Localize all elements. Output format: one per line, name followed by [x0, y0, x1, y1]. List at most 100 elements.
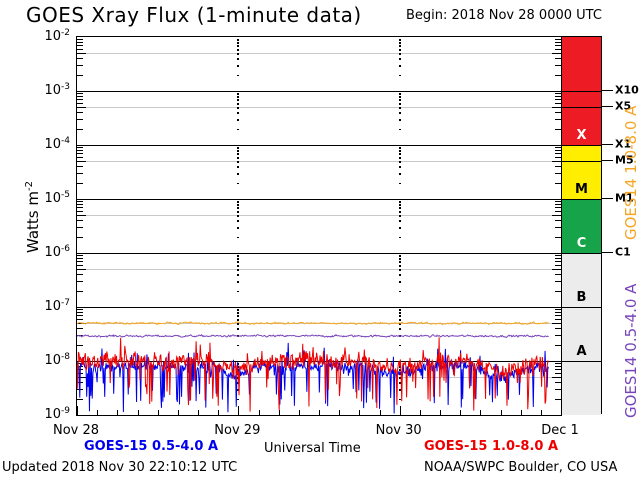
- flare-scale-tick-label: C1: [615, 245, 631, 259]
- y-minor-tick: [555, 372, 561, 374]
- tick-dash: [398, 312, 401, 314]
- gridline-half-decade: [77, 107, 561, 109]
- y-minor-tick: [555, 153, 561, 155]
- y-minor-tick: [555, 398, 561, 400]
- y-minor-tick: [77, 290, 83, 292]
- flare-class-b: B: [562, 253, 601, 307]
- y-minor-tick: [77, 156, 83, 158]
- y-minor-tick: [555, 99, 561, 101]
- x-minor-tick: [198, 410, 199, 415]
- y-minor-tick: [555, 220, 561, 222]
- flare-scale-tick: [602, 198, 613, 199]
- tick-dash: [398, 102, 401, 105]
- y-tick-label: 10-3: [44, 81, 70, 99]
- tick-dash: [398, 210, 401, 213]
- y-minor-tick: [77, 150, 83, 152]
- tick-dash: [237, 236, 240, 239]
- tick-dash: [237, 344, 240, 347]
- y-minor-tick: [555, 274, 561, 276]
- flare-scale-tick-label: X1: [615, 137, 632, 151]
- y-minor-tick: [555, 58, 561, 60]
- tick-dash: [237, 264, 240, 267]
- x-major-tick: [77, 406, 78, 415]
- tick-dash: [398, 369, 401, 371]
- tick-dash: [398, 182, 401, 185]
- tick-dash: [237, 58, 240, 61]
- tick-dash: [398, 42, 401, 44]
- tick-dash: [237, 258, 240, 260]
- tick-dash: [398, 220, 401, 223]
- y-minor-tick: [77, 182, 83, 184]
- y-minor-tick: [77, 65, 83, 67]
- tick-dash: [237, 274, 240, 277]
- y-minor-tick: [555, 315, 561, 317]
- y-minor-tick: [77, 153, 83, 155]
- tick-dash: [398, 201, 401, 204]
- tick-dash: [398, 377, 401, 379]
- y-minor-tick: [77, 119, 83, 121]
- tick-dash: [398, 107, 401, 109]
- tick-dash: [398, 128, 401, 131]
- y-minor-tick: [555, 363, 561, 365]
- tick-dash: [398, 99, 401, 101]
- tick-dash: [398, 215, 401, 217]
- tick-dash: [398, 53, 401, 55]
- flare-class-colorbar: X M C B A: [561, 36, 602, 415]
- tick-dash: [237, 153, 240, 155]
- tick-dash: [398, 328, 401, 331]
- gridline-decade: [77, 145, 561, 146]
- y-minor-tick: [552, 161, 561, 163]
- tick-dash: [237, 255, 240, 258]
- flare-scale-tick: [602, 160, 613, 162]
- begin-time-label: Begin: 2018 Nov 28 0000 UTC: [406, 8, 602, 23]
- y-minor-tick: [77, 264, 83, 266]
- y-minor-tick: [77, 93, 83, 95]
- y-minor-tick: [555, 150, 561, 152]
- flare-scale-tick: [602, 106, 613, 108]
- tick-dash: [237, 48, 240, 51]
- y-minor-tick: [77, 274, 83, 276]
- y-minor-tick: [555, 366, 561, 368]
- tick-dash: [237, 328, 240, 331]
- tick-dash: [398, 309, 401, 312]
- y-minor-tick: [77, 220, 83, 222]
- y-minor-tick: [555, 45, 561, 47]
- flare-class-label: X: [576, 128, 587, 143]
- tick-dash: [398, 58, 401, 61]
- tick-dash: [237, 45, 240, 47]
- y-minor-tick: [77, 207, 83, 209]
- y-tick-label: 10-5: [44, 189, 70, 207]
- gridline-half-decade: [77, 269, 561, 271]
- y-minor-tick: [77, 96, 83, 98]
- y-minor-tick: [555, 369, 561, 371]
- y-minor-tick: [555, 39, 561, 41]
- x-major-tick: [399, 406, 401, 415]
- y-minor-tick: [555, 290, 561, 292]
- y-minor-tick: [552, 215, 561, 217]
- tick-dash: [237, 261, 240, 263]
- gridline-half-decade: [77, 161, 561, 163]
- tick-dash: [237, 227, 240, 229]
- tick-dash: [237, 204, 240, 206]
- y-minor-tick: [77, 161, 86, 163]
- y-minor-tick: [552, 377, 561, 379]
- tick-dash: [398, 389, 401, 391]
- tick-dash: [237, 147, 240, 150]
- x-tick-label: Nov 28: [52, 423, 100, 438]
- y-minor-tick: [555, 147, 561, 149]
- tick-dash: [237, 161, 240, 163]
- y-minor-tick: [77, 269, 86, 271]
- tick-dash: [237, 398, 240, 401]
- flare-class-label: A: [576, 344, 587, 359]
- tick-dash: [398, 207, 401, 209]
- y-minor-tick: [555, 258, 561, 260]
- y-minor-tick: [555, 102, 561, 104]
- flare-scale-tick-label: X10: [615, 83, 639, 97]
- tick-dash: [398, 147, 401, 150]
- flare-class-divider: [562, 199, 601, 200]
- tick-dash: [398, 65, 401, 67]
- tick-dash: [398, 150, 401, 152]
- tick-dash: [237, 96, 240, 98]
- y-minor-tick: [555, 93, 561, 95]
